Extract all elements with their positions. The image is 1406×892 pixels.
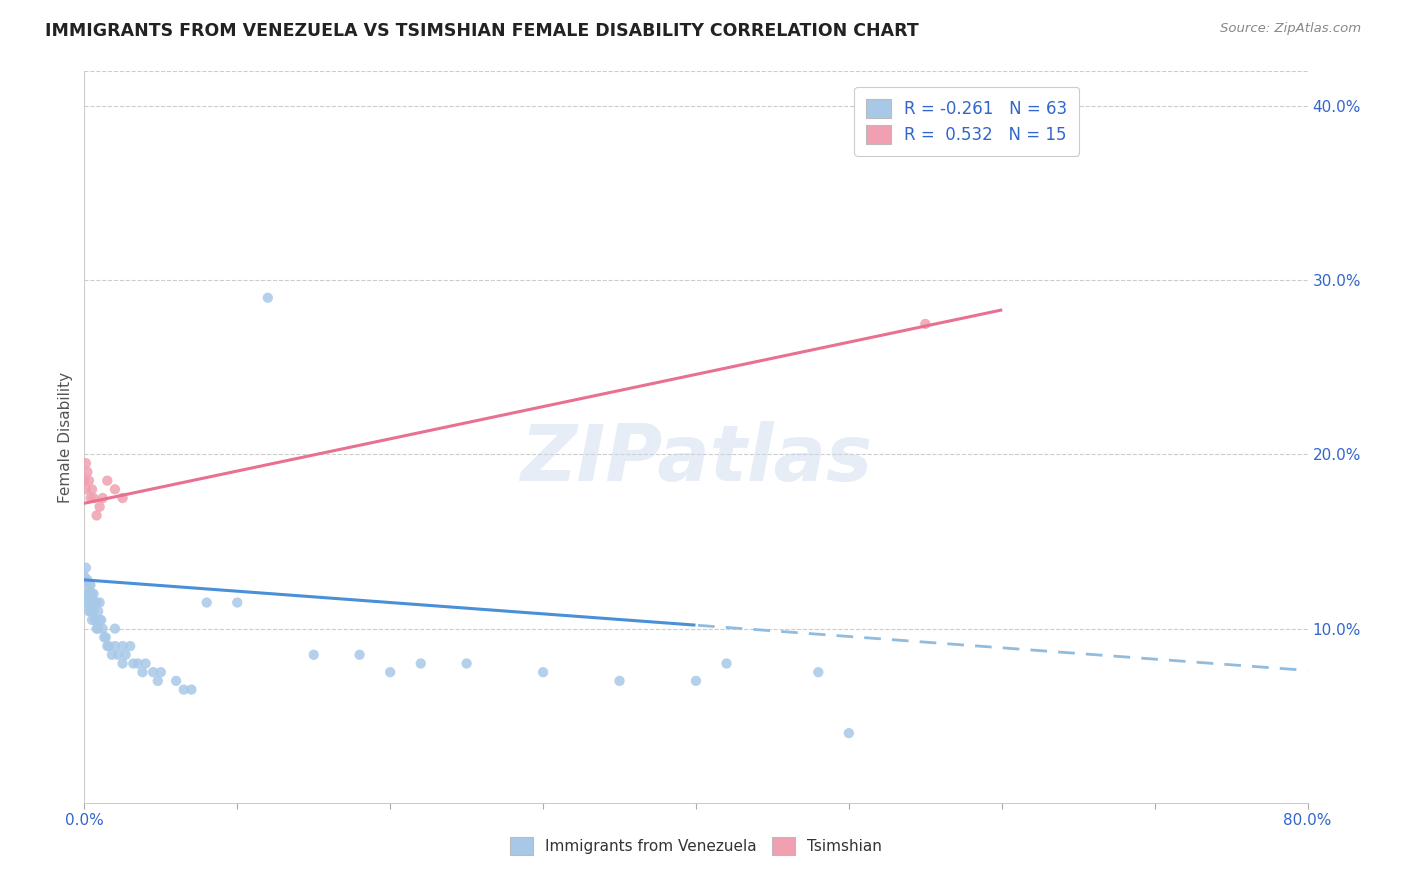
Point: [104, 639, 127, 653]
Legend: Immigrants from Venezuela, Tsimshian: Immigrants from Venezuela, Tsimshian: [503, 831, 889, 861]
Point: [131, 665, 153, 680]
Point: [96, 639, 118, 653]
Point: [73, 595, 96, 609]
Point: [838, 726, 860, 740]
Point: [79, 604, 101, 618]
Text: ZIPatlas: ZIPatlas: [520, 421, 872, 497]
Point: [195, 595, 218, 609]
Point: [149, 665, 172, 680]
Point: [76, 595, 98, 609]
Point: [349, 648, 371, 662]
Point: [83, 587, 105, 601]
Point: [84, 595, 107, 609]
Point: [111, 639, 134, 653]
Text: IMMIGRANTS FROM VENEZUELA VS TSIMSHIAN FEMALE DISABILITY CORRELATION CHART: IMMIGRANTS FROM VENEZUELA VS TSIMSHIAN F…: [45, 22, 918, 40]
Point: [90, 613, 112, 627]
Point: [73, 474, 96, 488]
Point: [75, 587, 97, 601]
Point: [83, 604, 105, 618]
Point: [76, 573, 98, 587]
Point: [75, 483, 97, 497]
Point: [120, 639, 142, 653]
Point: [142, 665, 165, 680]
Point: [77, 587, 100, 601]
Point: [257, 291, 280, 305]
Point: [114, 648, 136, 662]
Point: [104, 483, 127, 497]
Point: [87, 604, 110, 618]
Point: [80, 483, 103, 497]
Point: [409, 657, 432, 671]
Point: [76, 465, 98, 479]
Point: [83, 491, 105, 505]
Point: [77, 578, 100, 592]
Point: [79, 491, 101, 505]
Point: [84, 613, 107, 627]
Point: [716, 657, 738, 671]
Point: [609, 673, 631, 688]
Point: [165, 673, 187, 688]
Point: [180, 682, 202, 697]
Point: [75, 456, 97, 470]
Point: [86, 508, 108, 523]
Point: [127, 657, 149, 671]
Point: [173, 682, 195, 697]
Text: Source: ZipAtlas.com: Source: ZipAtlas.com: [1220, 22, 1361, 36]
Point: [76, 587, 98, 601]
Point: [93, 631, 115, 645]
Point: [77, 474, 100, 488]
Point: [456, 657, 478, 671]
Point: [79, 578, 101, 592]
Point: [94, 631, 117, 645]
Point: [135, 657, 157, 671]
Point: [531, 665, 554, 680]
Point: [89, 500, 111, 514]
Point: [302, 648, 325, 662]
Point: [685, 673, 707, 688]
Point: [101, 648, 124, 662]
Point: [380, 665, 402, 680]
Point: [107, 648, 129, 662]
Point: [89, 613, 111, 627]
Point: [122, 657, 145, 671]
Point: [97, 639, 120, 653]
Point: [80, 587, 103, 601]
Point: [91, 622, 114, 636]
Point: [89, 595, 111, 609]
Y-axis label: Female Disability: Female Disability: [58, 371, 73, 503]
Point: [80, 595, 103, 609]
Point: [111, 491, 134, 505]
Point: [104, 622, 127, 636]
Point: [86, 622, 108, 636]
Point: [111, 657, 134, 671]
Point: [96, 474, 118, 488]
Point: [73, 569, 96, 583]
Point: [226, 595, 249, 609]
Point: [146, 673, 169, 688]
Point: [87, 622, 110, 636]
Point: [807, 665, 830, 680]
Point: [75, 560, 97, 574]
Point: [914, 317, 936, 331]
Point: [77, 604, 100, 618]
Point: [86, 595, 108, 609]
Point: [80, 613, 103, 627]
Point: [91, 491, 114, 505]
